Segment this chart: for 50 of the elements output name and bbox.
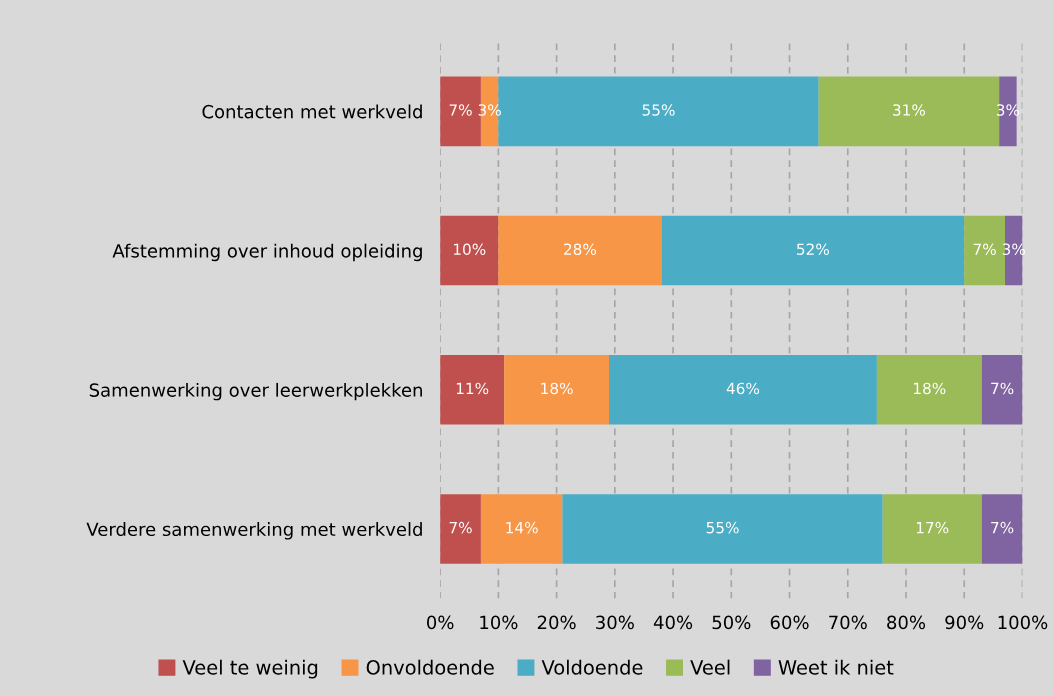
data-label: 17%: [916, 521, 949, 534]
x-tick-label: 10%: [480, 615, 518, 630]
data-label: 46%: [726, 382, 760, 395]
data-label: 18%: [541, 382, 573, 395]
bar: [609, 354, 877, 425]
bar: [562, 494, 883, 564]
x-tick-label: 90%: [945, 615, 984, 630]
data-label: 14%: [506, 521, 538, 534]
bar: [440, 215, 499, 286]
data-label: 7%: [973, 243, 996, 255]
bar: [498, 215, 662, 286]
data-label: 55%: [642, 104, 675, 116]
legend-label: Veel te weinig: [182, 659, 318, 679]
data-label: 31%: [893, 104, 926, 116]
data-label: 7%: [449, 104, 472, 116]
bar: [876, 354, 982, 425]
data-label: 18%: [913, 382, 946, 395]
y-tick-label: Samenwerking over leerwerkplekken: [89, 382, 422, 401]
x-tick-label: 30%: [596, 615, 634, 630]
bar: [440, 494, 481, 564]
x-tick-label: 50%: [712, 615, 751, 630]
data-label: 7%: [991, 382, 1014, 395]
y-tick-label: Verdere samenwerking met werkveld: [86, 522, 422, 540]
data-label: 7%: [449, 521, 472, 534]
data-label: 7%: [991, 521, 1014, 534]
bar: [882, 494, 982, 564]
data-label: 52%: [797, 243, 829, 255]
x-tick-label: 40%: [653, 615, 693, 630]
x-tick-label: 60%: [770, 615, 809, 630]
bar: [440, 354, 505, 425]
legend-label: Weet ik niet: [778, 659, 894, 675]
bar: [981, 354, 1023, 425]
x-tick-label: 70%: [829, 615, 867, 630]
data-label: 55%: [706, 521, 739, 534]
y-tick-label: Afstemming over inhoud opleiding: [112, 243, 422, 262]
x-tick-label: 0%: [427, 615, 454, 630]
legend-label: Onvoldoende: [366, 659, 494, 675]
x-tick-label: 20%: [537, 615, 576, 630]
x-tick-label: 80%: [887, 615, 926, 630]
x-tick-label: 100%: [998, 615, 1048, 630]
data-label: 10%: [453, 243, 486, 255]
data-label: 28%: [564, 243, 597, 255]
data-label: 11%: [456, 382, 489, 395]
legend-label: Voldoende: [541, 659, 643, 675]
bar: [480, 494, 563, 564]
y-tick-label: Contacten met werkveld: [202, 104, 422, 119]
bar: [661, 215, 965, 286]
bar: [981, 494, 1023, 564]
legend-label: Veel: [690, 659, 730, 675]
bar: [504, 354, 610, 425]
